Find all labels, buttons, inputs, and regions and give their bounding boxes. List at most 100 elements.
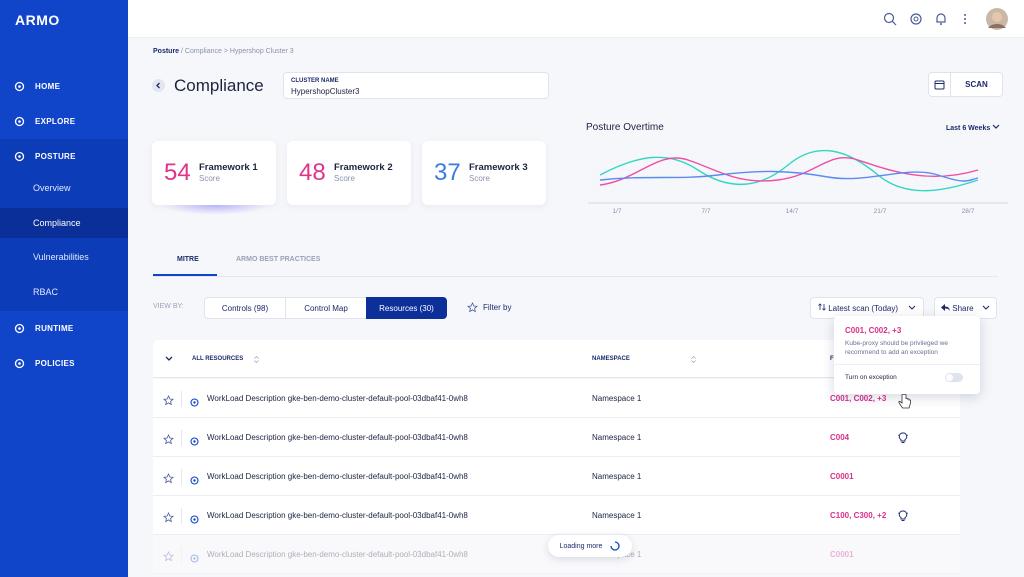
avatar[interactable] [986,8,1008,30]
score-value: 54 [164,159,191,186]
nav-icon [14,81,25,91]
divider [181,391,182,412]
resource-name: WorkLoad Description gke-ben-demo-cluste… [207,433,468,442]
star-icon [163,510,174,528]
resource-name: WorkLoad Description gke-ben-demo-cluste… [207,511,468,520]
nav-icon [14,323,25,333]
column-header[interactable]: F [830,356,834,362]
column-header[interactable]: ALL RESOURCES [192,356,244,362]
cluster-select[interactable]: CLUSTER NAME HypershopCluster3 [283,72,549,99]
table-header: ALL RESOURCES NAMESPACE F [153,340,960,378]
view-option[interactable]: Control Map [285,297,367,319]
nav-item[interactable]: EXPLORE [0,106,128,136]
divider [834,364,980,365]
table-row[interactable]: WorkLoad Description gke-ben-demo-cluste… [153,496,960,535]
nav-subitem[interactable]: Overview [33,183,71,193]
column-header[interactable]: NAMESPACE [592,356,630,362]
calendar-button[interactable] [928,72,951,97]
scan-select-label: Latest scan (Today) [818,303,898,313]
nav-label: EXPLORE [35,116,76,126]
nav-item[interactable]: POLICIES [0,348,128,378]
filter-button[interactable]: Filter by [483,303,512,312]
sort-icon[interactable] [254,356,259,363]
share-text: Share [952,303,974,313]
logo[interactable]: ARMO [15,12,60,28]
tooltip-title: C001, C002, +3 [845,326,902,335]
nav-label: HOME [35,81,61,91]
scan-button[interactable]: SCAN [950,72,1003,97]
resource-icon [190,550,199,568]
nav-icon [14,358,25,368]
breadcrumb-item: Compliance > Hypershop Cluster 3 [184,48,294,55]
tab[interactable]: MITRE [177,256,199,263]
recommendation-icon [897,509,909,527]
table-row[interactable]: WorkLoad Description gke-ben-demo-cluste… [153,379,960,418]
nav-label: RUNTIME [35,323,74,333]
x-axis-label: 28/7 [961,208,975,215]
score-value: 37 [434,159,461,186]
nav-item[interactable]: POSTURE [0,141,128,171]
view-option[interactable]: Controls (98) [204,297,286,319]
recommendation-icon [897,431,909,449]
scan-select-text: Latest scan (Today) [828,304,899,313]
chart-grid [588,145,1008,203]
toggle-label: Turn on exception [845,374,897,381]
nav-item[interactable]: HOME [0,71,128,101]
namespace: Namespace 1 [592,472,642,481]
table-row[interactable]: WorkLoad Description gke-ben-demo-cluste… [153,457,960,496]
star-icon [163,471,174,489]
star-icon [467,302,478,313]
search-icon[interactable] [883,12,897,26]
collapse-icon[interactable] [165,356,173,362]
more-icon[interactable] [962,12,968,26]
back-button[interactable] [152,79,165,92]
page-title: Compliance [174,76,264,95]
tooltip: C001, C002, +3 Kube-proxy should be priv… [834,316,980,394]
view-option-active[interactable]: Resources (30) [366,297,447,319]
x-axis-label: 1/7 [612,208,622,215]
series-line [599,170,979,182]
nav-item[interactable]: RUNTIME [0,313,128,343]
framework-name: Framework 3 [469,162,528,173]
nav-icon [14,151,25,161]
table-row[interactable]: WorkLoad Description gke-ben-demo-cluste… [153,418,960,457]
top-bar [128,0,1024,38]
cluster-label: CLUSTER NAME [291,78,339,84]
range-label: Last 6 Weeks [946,125,991,132]
settings-icon[interactable] [909,12,923,26]
loading-pill: Loading more [548,535,632,557]
score-card[interactable]: 54 Framework 1 Score [152,141,276,205]
score-value: 48 [299,159,326,186]
sort-icon[interactable] [691,356,696,363]
nav-subitem[interactable]: RBAC [33,287,59,297]
series-line [599,157,979,186]
posture-chart [588,145,1008,204]
resource-icon [190,433,199,451]
exception-toggle[interactable] [945,373,963,382]
star-icon [163,432,174,450]
score-caption: Score [199,174,220,183]
chart-title: Posture Overtime [586,122,664,133]
x-axis-label: 7/7 [701,208,711,215]
score-card[interactable]: 37 Framework 3 Score [422,141,546,205]
breadcrumb-item[interactable]: Posture [153,48,180,55]
share-icon [941,303,950,311]
namespace: Namespace 1 [592,394,642,403]
resource-name: WorkLoad Description gke-ben-demo-cluste… [207,550,468,559]
nav-subitem[interactable]: Compliance [0,208,128,238]
notifications-icon[interactable] [934,12,948,26]
failed-controls[interactable]: C001, C002, +3 [830,394,887,403]
failed-controls[interactable]: C004 [830,433,850,442]
failed-controls[interactable]: C0001 [830,472,854,481]
nav-subitem[interactable]: Vulnerabilities [33,252,89,262]
nav-label: POLICIES [35,358,75,368]
score-card[interactable]: 48 Framework 2 Score [287,141,411,205]
tab[interactable]: ARMO BEST PRACTICES [236,256,321,263]
view-by-label: VIEW BY: [153,303,184,310]
range-select[interactable]: Last 6 Weeks [946,124,1000,132]
framework-name: Framework 1 [199,162,258,173]
failed-controls[interactable]: C0001 [830,550,854,559]
failed-controls[interactable]: C100, C300, +2 [830,511,887,520]
resource-icon [190,472,199,490]
